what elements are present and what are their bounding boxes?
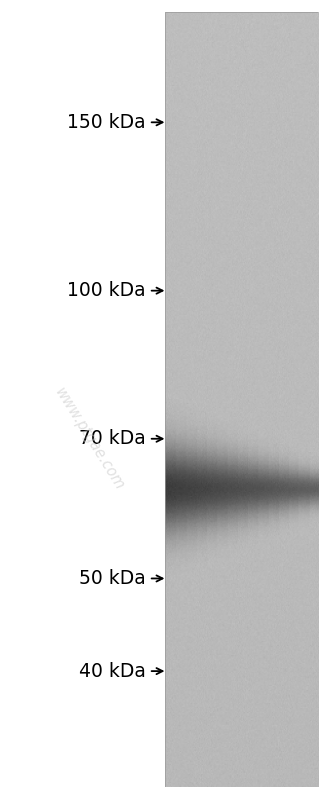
Text: 40 kDa: 40 kDa bbox=[79, 662, 146, 681]
Text: 150 kDa: 150 kDa bbox=[67, 113, 146, 132]
Text: 50 kDa: 50 kDa bbox=[79, 569, 146, 588]
Text: www.ptgae.com: www.ptgae.com bbox=[52, 385, 127, 494]
Text: 70 kDa: 70 kDa bbox=[79, 429, 146, 448]
Text: 100 kDa: 100 kDa bbox=[67, 281, 146, 300]
